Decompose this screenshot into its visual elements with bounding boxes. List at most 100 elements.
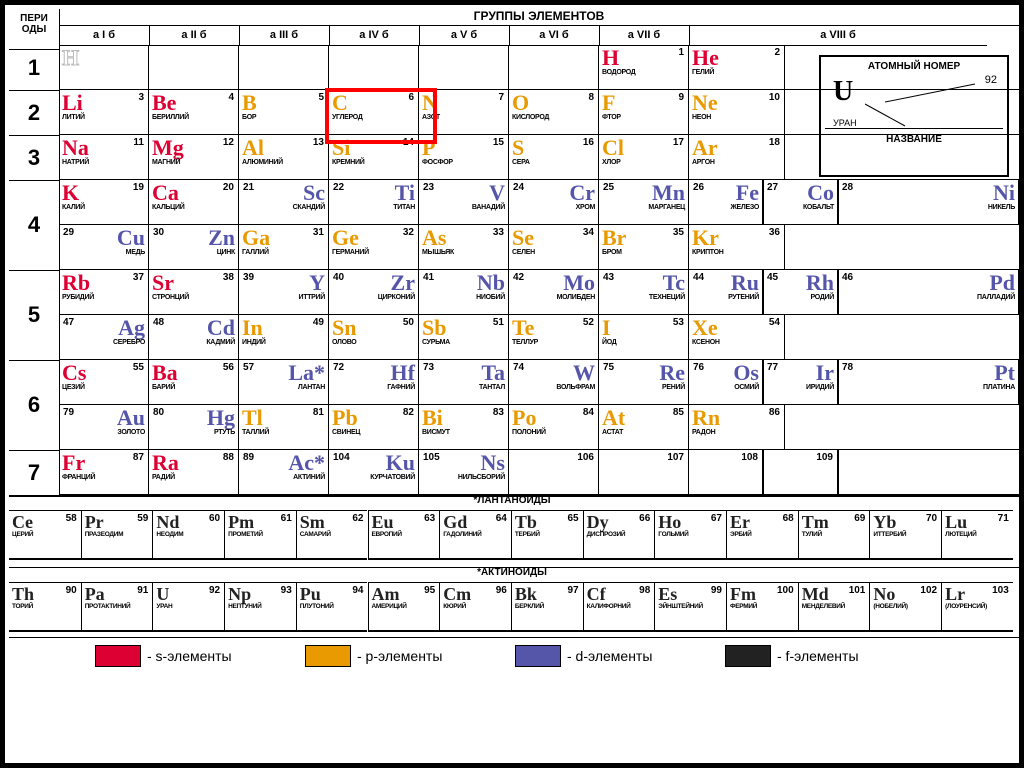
- cell-Tl: Tl81ТАЛЛИЙ: [239, 405, 329, 450]
- cell-O: O8КИСЛОРОД: [509, 90, 599, 135]
- cell-Pm: Pm61ПРОМЕТИЙ: [224, 510, 296, 560]
- cell-La*: La*57ЛАНТАН: [239, 360, 329, 405]
- legend-1: - p-элементы: [305, 645, 442, 667]
- cell-Tm: Tm69ТУЛИЙ: [798, 510, 870, 560]
- cell-blank: [509, 45, 599, 90]
- cell-F: F9ФТОР: [599, 90, 689, 135]
- cell-108: 108: [689, 450, 763, 495]
- cell-Pa: Pa91ПРОТАКТИНИЙ: [81, 582, 153, 632]
- groups-title: ГРУППЫ ЭЛЕМЕНТОВ: [59, 9, 1019, 26]
- cell-Am: Am95АМЕРИЦИЙ: [368, 582, 440, 632]
- cell-Bk: Bk97БЕРКЛИЙ: [511, 582, 583, 632]
- cell-Er: Er68ЭРБИЙ: [726, 510, 798, 560]
- cell-Zn: Zn30ЦИНК: [149, 225, 239, 270]
- period-4: 4: [9, 180, 60, 271]
- cell-Eu: Eu63ЕВРОПИЙ: [368, 510, 440, 560]
- cell-Y: Y39ИТТРИЙ: [239, 270, 329, 315]
- cell-Pb: Pb82СВИНЕЦ: [329, 405, 419, 450]
- cell-Hg: Hg80РТУТЬ: [149, 405, 239, 450]
- cell-Hf: Hf72ГАФНИЙ: [329, 360, 419, 405]
- cell-Tc: Tc43ТЕХНЕЦИЙ: [599, 270, 689, 315]
- cell-H: H: [59, 45, 149, 90]
- cell-Nd: Nd60НЕОДИМ: [152, 510, 224, 560]
- cell-Zr: Zr40ЦИРКОНИЙ: [329, 270, 419, 315]
- cell-Kr: Kr36КРИПТОН: [689, 225, 785, 270]
- cell-Ca: Ca20КАЛЬЦИЙ: [149, 180, 239, 225]
- cell-Ir: Ir77ИРИДИЙ: [763, 360, 838, 405]
- cell-Np: Np93НЕПТУНИЙ: [224, 582, 296, 632]
- cell-S: S16СЕРА: [509, 135, 599, 180]
- cell-Fr: Fr87ФРАНЦИЙ: [59, 450, 149, 495]
- cell-blank: [239, 45, 329, 90]
- cell-Ne: Ne10НЕОН: [689, 90, 785, 135]
- cell-Gd: Gd64ГАДОЛИНИЙ: [439, 510, 511, 560]
- cell-W: W74ВОЛЬФРАМ: [509, 360, 599, 405]
- cell-Yb: Yb70ИТТЕРБИЙ: [869, 510, 941, 560]
- cell-Rb: Rb37РУБИДИЙ: [59, 270, 149, 315]
- cell-Lu: Lu71ЛЮТЕЦИЙ: [941, 510, 1013, 560]
- series-label: *АКТИНОИДЫ: [5, 567, 1019, 578]
- cell-Al: Al13АЛЮМИНИЙ: [239, 135, 329, 180]
- period-2: 2: [9, 90, 60, 136]
- cell-Os: Os76ОСМИЙ: [689, 360, 763, 405]
- cell-Pr: Pr59ПРАЗЕОДИМ: [81, 510, 153, 560]
- cell-K: K19КАЛИЙ: [59, 180, 149, 225]
- cell-No: No102(НОБЕЛИЙ): [869, 582, 941, 632]
- cell-Cs: Cs55ЦЕЗИЙ: [59, 360, 149, 405]
- cell-Ag: Ag47СЕРЕБРО: [59, 315, 149, 360]
- cell-Cf: Cf98КАЛИФОРНИЙ: [583, 582, 655, 632]
- cell-Be: Be4БЕРИЛЛИЙ: [149, 90, 239, 135]
- cell-blank: [329, 45, 419, 90]
- cell-Ti: Ti22ТИТАН: [329, 180, 419, 225]
- cell-Pd: Pd46ПАЛЛАДИЙ: [838, 270, 1019, 315]
- cell-Ku: Ku104КУРЧАТОВИЙ: [329, 450, 419, 495]
- cell-Cm: Cm96КЮРИЙ: [439, 582, 511, 632]
- cell-Md: Md101МЕНДЕЛЕВИЙ: [798, 582, 870, 632]
- cell-Pt: Pt78ПЛАТИНА: [838, 360, 1019, 405]
- cell-U: U92УРАН: [152, 582, 224, 632]
- group-header-8: а VIII б: [689, 25, 987, 46]
- cell-Au: Au79ЗОЛОТО: [59, 405, 149, 450]
- cell-He: He2ГЕЛИЙ: [689, 45, 785, 90]
- cell-N: N7АЗОТ: [419, 90, 509, 135]
- cell-Ar: Ar18АРГОН: [689, 135, 785, 180]
- cell-107: 107: [599, 450, 689, 495]
- cell-P: P15ФОСФОР: [419, 135, 509, 180]
- cell-Ac*: Ac*89АКТИНИЙ: [239, 450, 329, 495]
- cell-Sc: Sc21СКАНДИЙ: [239, 180, 329, 225]
- cell-Pu: Pu94ПЛУТОНИЙ: [296, 582, 368, 632]
- cell-Ni: Ni28НИКЕЛЬ: [838, 180, 1019, 225]
- cell-I: I53ЙОД: [599, 315, 689, 360]
- cell-Fm: Fm100ФЕРМИЙ: [726, 582, 798, 632]
- cell-Rn: Rn86РАДОН: [689, 405, 785, 450]
- cell-Lr: Lr103(ЛОУРЕНСИЙ): [941, 582, 1013, 632]
- cell-Rh: Rh45РОДИЙ: [763, 270, 838, 315]
- cell-Te: Te52ТЕЛЛУР: [509, 315, 599, 360]
- cell-Bi: Bi83ВИСМУТ: [419, 405, 509, 450]
- cell-Mo: Mo42МОЛИБДЕН: [509, 270, 599, 315]
- periodic-table: ПЕРИОДЫГРУППЫ ЭЛЕМЕНТОВа I ба II ба III …: [2, 2, 1022, 766]
- cell-Re: Re75РЕНИЙ: [599, 360, 689, 405]
- group-header-4: а IV б: [329, 25, 420, 46]
- cell-Ho: Ho67ГОЛЬМИЙ: [654, 510, 726, 560]
- cell-V: V23ВАНАДИЙ: [419, 180, 509, 225]
- period-6: 6: [9, 360, 60, 451]
- period-7: 7: [9, 450, 60, 496]
- cell-Cd: Cd48КАДМИЙ: [149, 315, 239, 360]
- cell-blank: [149, 45, 239, 90]
- cell-Li: Li3ЛИТИЙ: [59, 90, 149, 135]
- period-3: 3: [9, 135, 60, 181]
- cell-Fe: Fe26ЖЕЛЕЗО: [689, 180, 763, 225]
- cell-109: 109: [763, 450, 838, 495]
- period-1: 1: [9, 45, 60, 91]
- group-header-1: а I б: [59, 25, 150, 46]
- cell-B: B5БОР: [239, 90, 329, 135]
- cell-Ru: Ru44РУТЕНИЙ: [689, 270, 763, 315]
- cell-Sn: Sn50ОЛОВО: [329, 315, 419, 360]
- group-header-7: а VII б: [599, 25, 690, 46]
- cell-Dy: Dy66ДИСПРОЗИЙ: [583, 510, 655, 560]
- cell-Co: Co27КОБАЛЬТ: [763, 180, 838, 225]
- cell-At: At85АСТАТ: [599, 405, 689, 450]
- legend-2: - d-элементы: [515, 645, 652, 667]
- legend-3: - f-элементы: [725, 645, 859, 667]
